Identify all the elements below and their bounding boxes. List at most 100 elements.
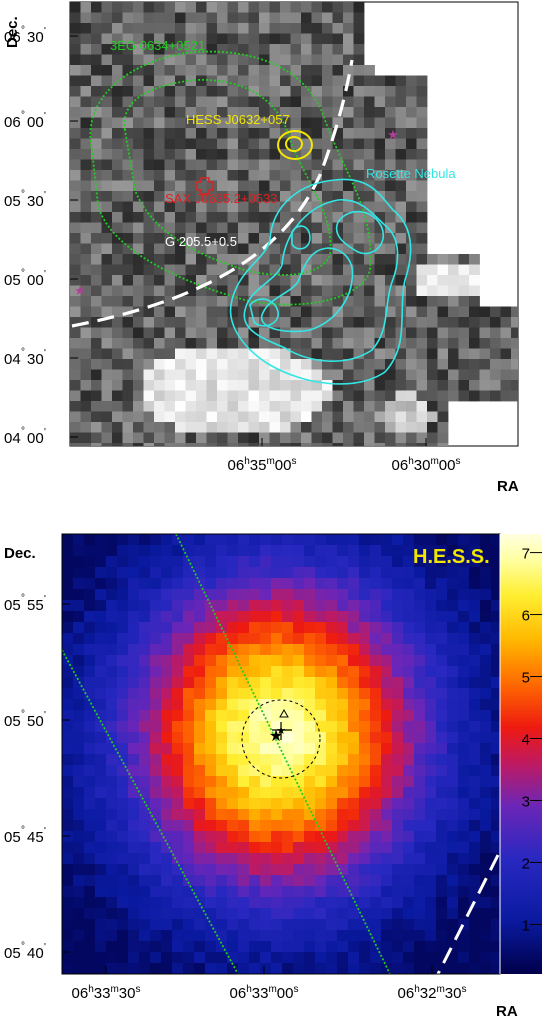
heatmap-cell	[139, 534, 151, 546]
heatmap-cell	[447, 655, 459, 667]
heatmap-cell	[427, 264, 438, 276]
heatmap-cell	[290, 75, 302, 87]
heatmap-cell	[437, 306, 449, 318]
heatmap-cell	[185, 201, 197, 213]
heatmap-cell	[161, 952, 173, 964]
heatmap-cell	[216, 589, 228, 601]
heatmap-cell	[304, 545, 316, 557]
heatmap-cell	[374, 159, 386, 171]
heatmap-cell	[403, 809, 415, 821]
heatmap-cell	[403, 589, 415, 601]
heatmap-cell	[205, 765, 217, 777]
heatmap-cell	[480, 776, 492, 788]
heatmap-cell	[304, 820, 316, 832]
heatmap-cell	[427, 296, 438, 307]
heatmap-cell	[414, 853, 426, 865]
heatmap-cell	[381, 864, 393, 876]
heatmap-cell	[301, 264, 312, 276]
heatmap-cell	[101, 233, 113, 244]
heatmap-cell	[175, 75, 186, 87]
heatmap-cell	[206, 432, 218, 444]
heatmap-cell	[359, 622, 371, 634]
heatmap-cell	[161, 963, 173, 974]
heatmap-cell	[216, 897, 228, 909]
heatmap-cell	[458, 743, 470, 755]
heatmap-cell	[370, 732, 382, 744]
heatmap-cell	[511, 359, 518, 370]
heatmap-cell	[117, 699, 129, 711]
heatmap-cell	[315, 963, 327, 974]
heatmap-cell	[172, 754, 184, 766]
heatmap-cell	[185, 422, 197, 433]
heatmap-cell	[122, 390, 134, 402]
heatmap-cell	[311, 180, 323, 192]
heatmap-cell	[269, 243, 281, 255]
heatmap-cell	[73, 809, 85, 821]
heatmap-cell	[143, 317, 155, 328]
heatmap-cell	[150, 611, 162, 623]
heatmap-cell	[364, 222, 375, 234]
heatmap-cell	[374, 432, 386, 444]
heatmap-cell	[206, 86, 218, 97]
heatmap-cell	[154, 149, 165, 160]
heatmap-cell	[293, 644, 305, 656]
heatmap-cell	[248, 338, 260, 349]
heatmap-cell	[206, 233, 218, 244]
heatmap-cell	[348, 699, 360, 711]
heatmap-cell	[112, 86, 123, 97]
heatmap-cell	[183, 567, 195, 579]
heatmap-cell	[172, 622, 184, 634]
heatmap-cell	[91, 422, 102, 433]
heatmap-cell	[150, 842, 162, 854]
heatmap-cell	[128, 578, 140, 590]
heatmap-cell	[73, 831, 85, 843]
heatmap-cell	[70, 117, 81, 129]
heatmap-cell	[353, 369, 365, 381]
heatmap-cell	[280, 2, 291, 13]
heatmap-cell	[84, 545, 96, 557]
heatmap-cell	[326, 545, 338, 557]
heatmap-cell	[128, 611, 140, 623]
heatmap-cell	[205, 743, 217, 755]
heatmap-cell	[260, 622, 272, 634]
heatmap-cell	[447, 611, 459, 623]
heatmap-cell	[227, 180, 239, 192]
heatmap-cell	[469, 677, 481, 689]
heatmap-cell	[172, 798, 184, 810]
heatmap-cell	[374, 170, 386, 181]
heatmap-cell	[364, 191, 375, 202]
heatmap-cell	[217, 44, 228, 55]
heatmap-cell	[95, 644, 107, 656]
heatmap-cell	[332, 138, 344, 150]
heatmap-cell	[106, 930, 118, 942]
heatmap-cell	[395, 432, 407, 444]
heatmap-cell	[238, 930, 250, 942]
heatmap-cell	[227, 327, 239, 339]
heatmap-cell	[353, 390, 365, 402]
heatmap-cell	[227, 285, 239, 297]
heatmap-cell	[416, 306, 428, 318]
heatmap-cell	[301, 327, 312, 339]
y-tick-minutes: 00	[27, 272, 44, 289]
heatmap-cell	[282, 897, 294, 909]
heatmap-cell	[175, 201, 186, 213]
heatmap-cell	[403, 611, 415, 623]
heatmap-cell	[161, 941, 173, 953]
heatmap-cell	[260, 809, 272, 821]
heatmap-cell	[469, 327, 480, 339]
heatmap-cell	[425, 589, 437, 601]
heatmap-cell	[280, 422, 291, 433]
y-tick-label: 04	[4, 430, 21, 447]
heatmap-cell	[139, 600, 151, 612]
heatmap-cell	[196, 138, 207, 150]
heatmap-cell	[458, 765, 470, 777]
heatmap-cell	[238, 699, 250, 711]
heatmap-cell	[259, 86, 270, 97]
heatmap-cell	[91, 159, 102, 171]
heatmap-cell	[259, 117, 270, 129]
heatmap-cell	[332, 285, 344, 297]
heatmap-cell	[139, 578, 151, 590]
heatmap-cell	[392, 776, 404, 788]
heatmap-cell	[301, 75, 312, 87]
heatmap-cell	[175, 264, 186, 276]
